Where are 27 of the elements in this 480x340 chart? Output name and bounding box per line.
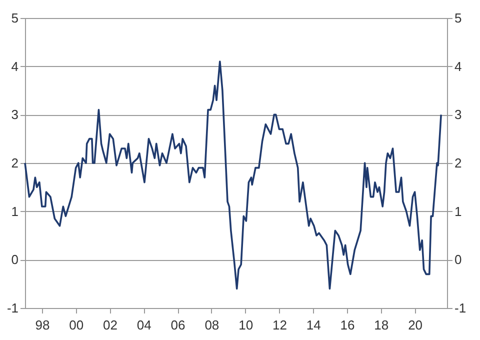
x-tick-label: 02	[103, 318, 118, 332]
x-tick-label: 00	[69, 318, 84, 332]
y2-tick-label: 5	[454, 10, 462, 26]
y-tick-label: 2	[11, 156, 18, 170]
y-tick-label: 3	[11, 107, 18, 122]
y2-tick-label: 3	[454, 107, 462, 122]
x-tick-label: 18	[374, 318, 389, 332]
x-tick-label: 98	[35, 318, 50, 332]
y-tick-label: -1	[6, 300, 18, 316]
x-tick-label: 12	[272, 318, 287, 332]
x-tick-label: 04	[136, 318, 152, 332]
y2-tick-label: 1	[454, 204, 462, 219]
x-tick-label: 14	[306, 318, 321, 332]
x-tick-label: 06	[170, 318, 186, 332]
y-tick-label: 4	[11, 58, 18, 74]
y2-tick-label: 4	[454, 58, 462, 74]
x-tick-label: 16	[340, 318, 355, 332]
x-tick-label: 08	[204, 318, 220, 332]
x-tick-label: 10	[238, 318, 254, 332]
y2-tick-label: 0	[454, 252, 462, 268]
y-tick-label: 0	[11, 252, 18, 268]
x-tick-label: 20	[408, 318, 423, 332]
line-series	[24, 60, 442, 290]
y-tick-label: 1	[11, 204, 18, 219]
y-tick-label: 5	[11, 10, 18, 26]
y2-tick-label: 2	[454, 156, 462, 170]
y2-tick-label: -1	[454, 300, 466, 316]
